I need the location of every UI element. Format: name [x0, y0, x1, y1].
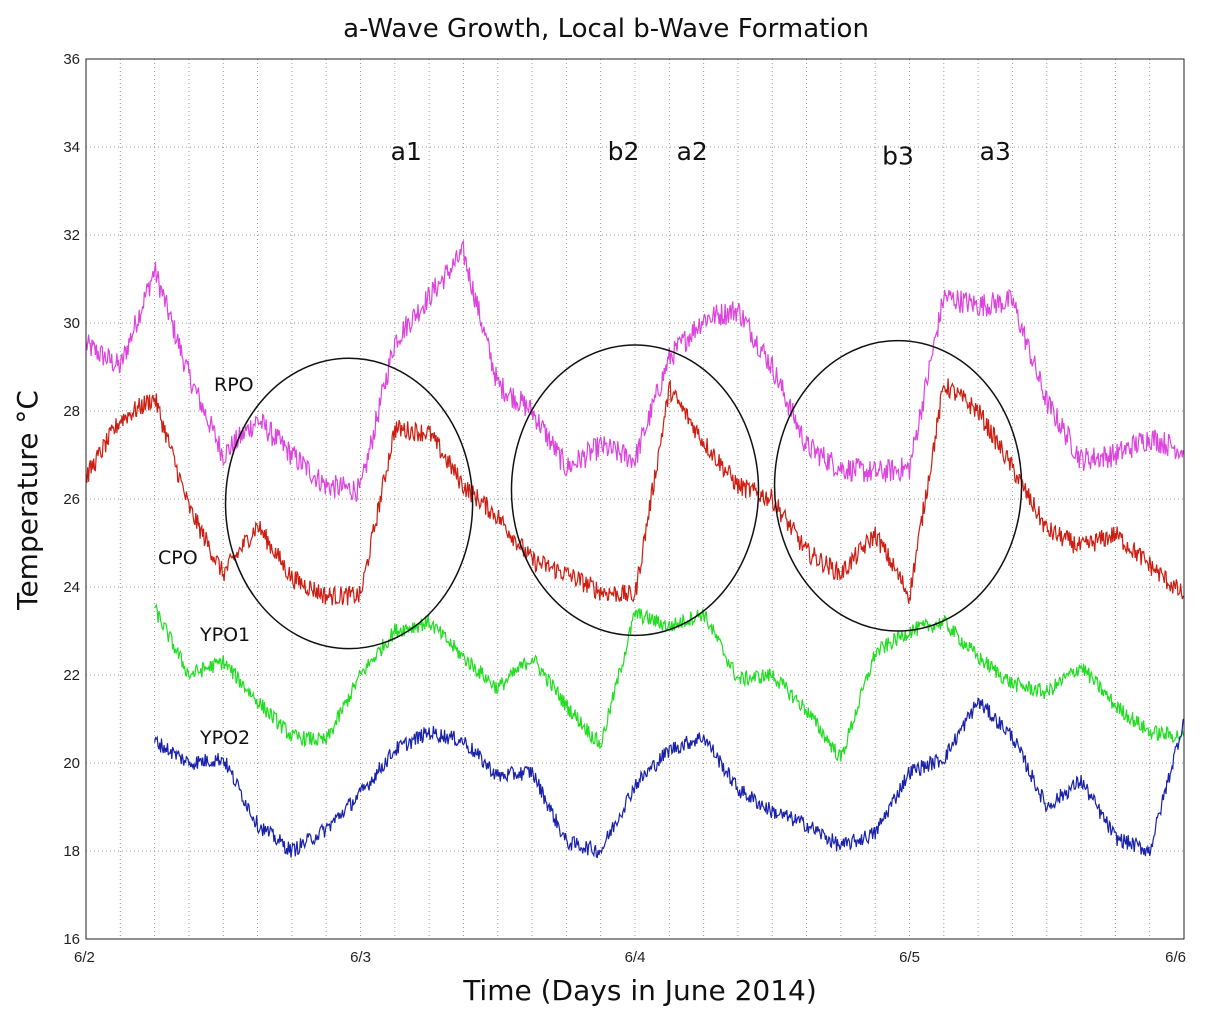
- grid: [86, 59, 1184, 939]
- series-line-ypo1: [154, 602, 1185, 762]
- annotation-a3: a3: [980, 137, 1011, 166]
- annotation-b2: b2: [608, 137, 640, 166]
- x-axis-label: Time (Days in June 2014): [462, 974, 817, 1007]
- series-label-cpo: CPO: [158, 547, 198, 569]
- series-line-ypo2: [154, 697, 1185, 859]
- y-tick-label: 28: [63, 403, 80, 420]
- annotation-b3: b3: [882, 142, 914, 171]
- highlight-ellipse-2: [510, 344, 760, 637]
- y-tick-label: 30: [63, 315, 80, 332]
- y-tick-label: 18: [63, 843, 80, 860]
- y-tick-label: 16: [63, 931, 80, 948]
- series-labels: RPO CPO YPO1 YPO2: [158, 374, 254, 749]
- x-tick-label: 6/2: [74, 949, 95, 966]
- series-line-rpo: [85, 239, 1185, 502]
- x-tick-label: 6/5: [899, 949, 920, 966]
- chart-title: a-Wave Growth, Local b-Wave Formation: [343, 14, 869, 44]
- y-tick-label: 24: [63, 579, 80, 596]
- y-axis-label: Temperature °C: [11, 390, 44, 611]
- series-lines: [85, 239, 1185, 859]
- axis-ticks: 16 18 20 22 24 26 28 30 32 34 36 6/2 6/3 6/4 6/5 6/6: [63, 51, 1186, 966]
- annotation-a1: a1: [391, 137, 422, 166]
- highlight-ellipse-1: [224, 357, 474, 650]
- y-tick-label: 34: [63, 139, 80, 156]
- plot-frame: [85, 58, 1185, 940]
- highlight-ellipses: [224, 339, 1023, 650]
- series-label-ypo2: YPO2: [199, 727, 250, 749]
- series-line-cpo: [85, 378, 1185, 606]
- x-tick-label: 6/3: [350, 949, 371, 966]
- y-tick-label: 26: [63, 491, 80, 508]
- event-annotations: a1 b2 a2 b3 a3: [391, 137, 1011, 170]
- y-tick-label: 36: [63, 51, 80, 68]
- annotation-a2: a2: [677, 137, 708, 166]
- highlight-ellipse-3: [773, 339, 1023, 632]
- y-tick-label: 22: [63, 667, 80, 684]
- series-label-ypo1: YPO1: [199, 624, 250, 646]
- y-tick-label: 32: [63, 227, 80, 244]
- series-label-rpo: RPO: [214, 374, 254, 396]
- x-tick-label: 6/6: [1165, 949, 1186, 966]
- y-tick-label: 20: [63, 755, 80, 772]
- x-tick-label: 6/4: [625, 949, 646, 966]
